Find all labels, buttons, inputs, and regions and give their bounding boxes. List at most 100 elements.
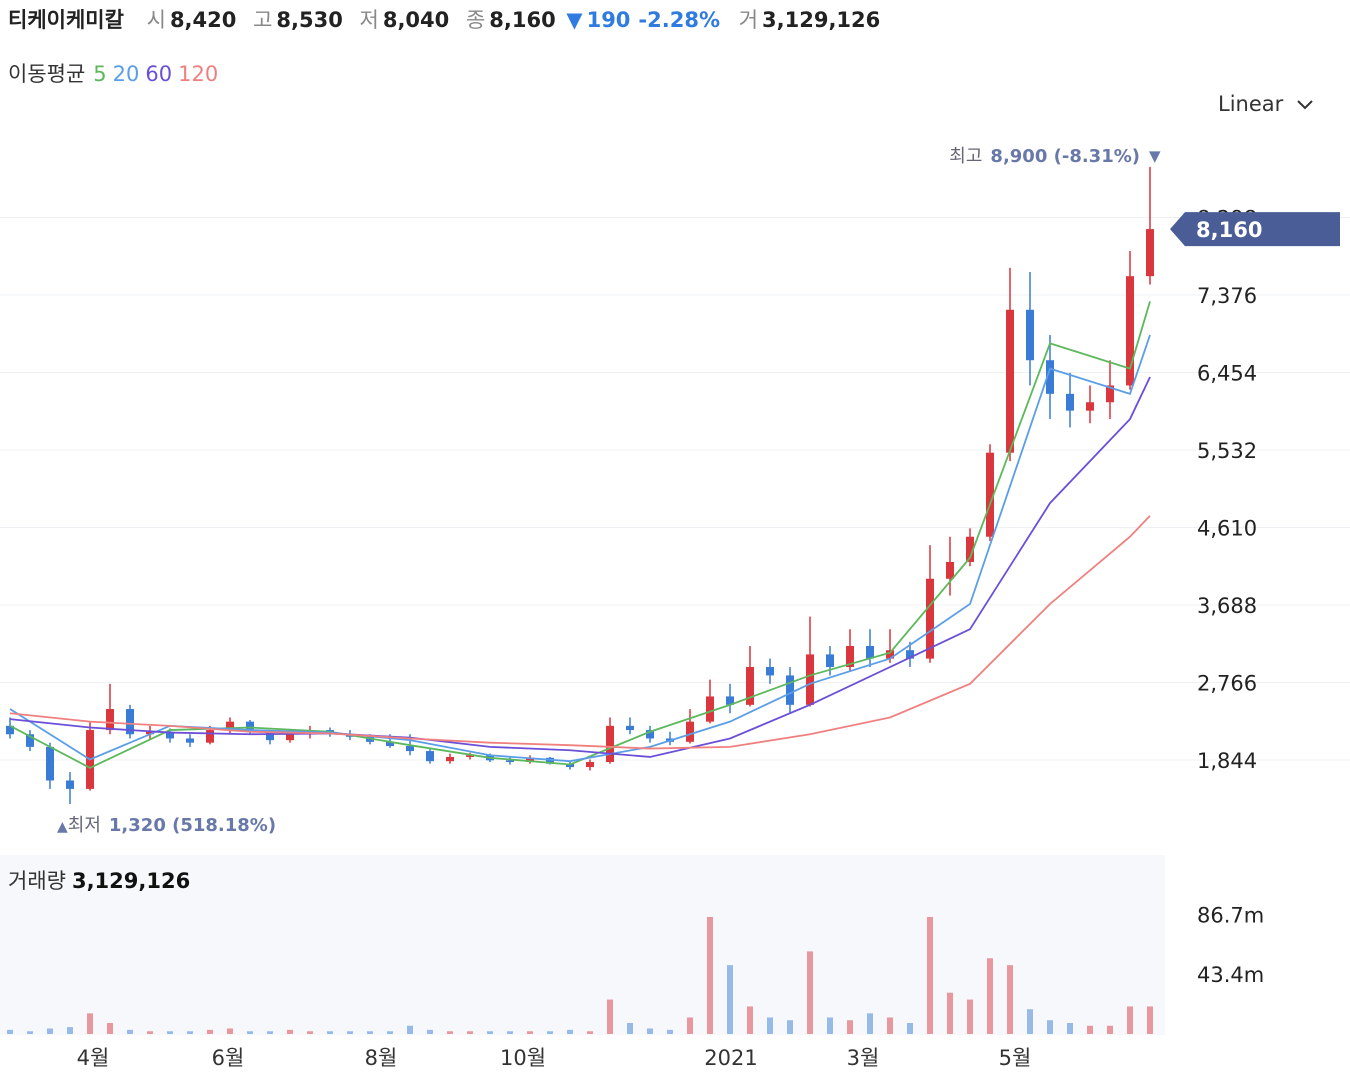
volume-bar [707,916,713,1034]
y-tick-label: 3,688 [1197,594,1257,618]
dropdown-icon[interactable] [1297,100,1313,110]
scale-selector[interactable]: Linear [1218,92,1284,116]
candle-body [826,654,834,668]
candle-body [786,675,794,705]
candle-body [46,746,54,781]
candle-body [1046,360,1054,394]
candle-body [1026,309,1034,361]
volume-bar [547,1031,553,1034]
volume-bar [807,951,813,1034]
volume-tick-label: 86.7m [1197,904,1264,928]
volume-bar [847,1020,853,1034]
volume-bar [887,1017,893,1034]
candle-body [546,757,554,764]
volume-tick-label: 43.4m [1197,963,1264,987]
volume-bar [127,1029,133,1034]
volume-bar [747,1006,753,1034]
arrow: ▼ [1149,147,1161,165]
volume-bar [407,1025,413,1034]
candle-body [706,696,714,722]
value: 8,160 [489,8,555,32]
candle-body [526,757,534,762]
candle-body [466,755,474,757]
volume-bar [607,999,613,1034]
value: 8,420 [170,8,236,32]
volume-bar [487,1031,493,1034]
volume-header: 거래량 3,129,126 [8,869,190,893]
volume-bar [627,1022,633,1034]
label: 시 [147,8,166,32]
legend-entry: 20 [113,62,140,86]
candle-body [146,731,154,735]
candle-body [26,734,34,747]
volume-bar [1007,965,1013,1034]
x-tick-label: 5월 [999,1046,1032,1070]
candle-body [606,725,614,762]
candle-body [1106,385,1114,403]
ma-line [9,515,1151,750]
candle-body [726,696,734,705]
text: 8,900 (-8.31%) [990,146,1140,167]
ma-legend: 이동평균 5 20 60 120 [8,62,218,86]
label: 거래량 [8,869,66,893]
volume-bar [987,958,993,1034]
candle-body [646,730,654,739]
volume-bar [567,1029,573,1034]
volume-bar [787,1020,793,1034]
volume-bar [1067,1022,1073,1034]
volume-bar [907,1022,913,1034]
volume-bar [507,1031,513,1034]
candle-body [986,452,994,537]
label: 최고 [949,146,982,167]
volume-bar [1127,1006,1133,1034]
candle-body [6,725,14,735]
y-tick-label: 5,532 [1197,439,1257,463]
candle-body [126,709,134,735]
x-tick-label: 10월 [500,1046,546,1070]
candle-body [226,721,234,731]
volume-bar [107,1022,113,1034]
candle-body [286,734,294,741]
legend-entry: 120 [178,62,218,86]
volume-bar [1147,1006,1153,1034]
candle-body [1066,393,1074,411]
value: 3,129,126 [72,869,190,893]
volume-bar [687,1017,693,1034]
y-tick-label: 6,454 [1197,361,1257,385]
volume-bar [287,1029,293,1034]
text: 1,320 (518.18%) [109,815,276,836]
volume-bar [1047,1020,1053,1034]
volume-bar [527,1031,533,1034]
volume-bar [87,1013,93,1034]
candle-body [1126,276,1134,386]
candle-body [66,780,74,789]
low-annotation: ▲최저 1,320 (518.18%) [57,815,276,836]
y-tick-label: 7,376 [1197,284,1257,308]
volume-bar [187,1031,193,1034]
candle-body [186,738,194,743]
candle-body [106,709,114,731]
volume-bar [1107,1025,1113,1034]
volume-bar [767,1017,773,1034]
value: 8,530 [276,8,342,32]
header: 티케이케미칼 시 8,420 고 8,530 저 8,040 종 8,160 ▼ 190-… [8,8,880,32]
volume-bar [207,1029,213,1034]
legend-entry: 60 [145,62,172,86]
volume-bar [67,1027,73,1034]
volume-bar [647,1028,653,1034]
volume-bar [827,1017,833,1034]
volume-bar [147,1031,153,1034]
candle-body [806,654,814,705]
value: 8,040 [383,8,449,32]
candle-body [846,646,854,668]
candle-body [926,578,934,659]
volume-bar [327,1031,333,1034]
candle-body [946,561,954,579]
y-tick-label: 1,844 [1197,749,1257,773]
candle-body [1006,309,1014,453]
candle-body [506,760,514,762]
candle-body [1146,229,1154,277]
volume-bar [347,1031,353,1034]
candle-body [426,751,434,762]
